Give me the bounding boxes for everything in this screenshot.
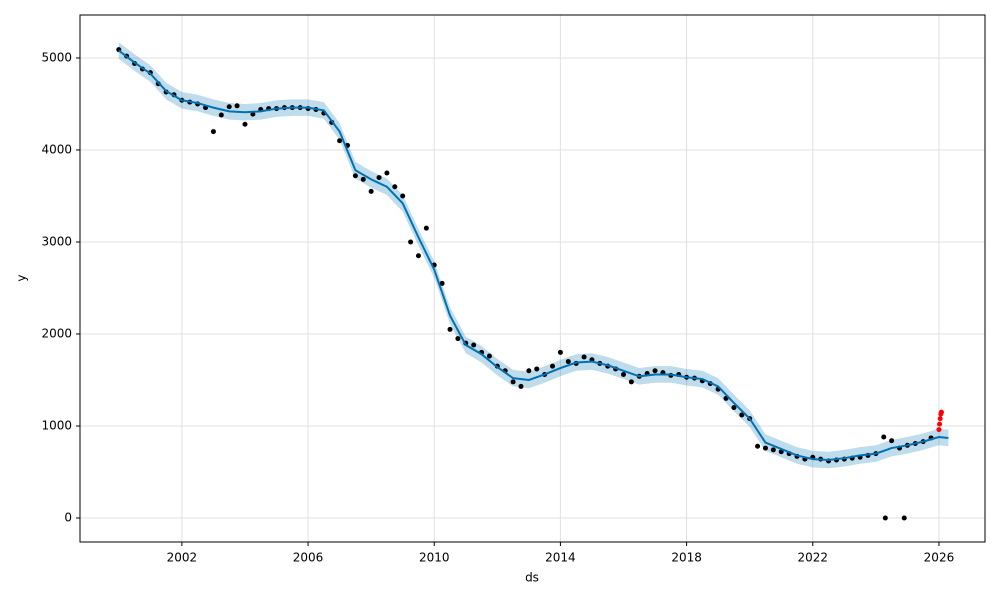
x-tick-label: 2010	[419, 551, 450, 565]
recent-point	[938, 409, 944, 415]
observed-point	[510, 379, 516, 385]
observed-point	[526, 368, 532, 374]
x-tick-label: 2002	[167, 551, 198, 565]
observed-point	[415, 253, 421, 259]
observed-point	[471, 342, 477, 348]
y-tick-label: 4000	[41, 142, 72, 156]
observed-point	[376, 175, 382, 181]
x-tick-label: 2026	[924, 551, 955, 565]
recent-point	[937, 421, 943, 427]
observed-point	[360, 176, 366, 182]
observed-point	[739, 412, 745, 418]
observed-point	[652, 368, 658, 374]
observed-point	[392, 184, 398, 190]
y-tick-label: 5000	[41, 50, 72, 64]
observed-point	[755, 443, 761, 449]
observed-point	[762, 445, 768, 451]
observed-point	[534, 366, 540, 372]
observed-point	[218, 112, 224, 118]
x-tick-label: 2018	[671, 551, 702, 565]
observed-point	[901, 515, 907, 521]
observed-point	[882, 515, 888, 521]
y-tick-label: 3000	[41, 234, 72, 248]
observed-point	[242, 121, 248, 127]
y-tick-label: 1000	[41, 418, 72, 432]
observed-point	[565, 359, 571, 365]
observed-point	[400, 193, 406, 199]
observed-point	[226, 104, 232, 110]
forecast-line	[118, 49, 949, 462]
uncertainty-band	[118, 42, 949, 469]
observed-point	[550, 363, 556, 369]
observed-point	[889, 438, 895, 444]
y-axis-label: y	[15, 274, 29, 281]
observed-point	[621, 371, 627, 377]
observed-point	[210, 129, 216, 135]
observed-point	[337, 138, 343, 144]
x-tick-label: 2022	[797, 551, 828, 565]
observed-point	[384, 170, 390, 176]
observed-point	[881, 434, 887, 440]
observed-point	[352, 173, 358, 179]
observed-point	[518, 383, 524, 389]
y-tick-label: 2000	[41, 326, 72, 340]
y-tick-label: 0	[64, 510, 72, 524]
observed-point	[408, 239, 414, 245]
observed-point	[628, 379, 634, 385]
plot-frame	[79, 14, 986, 543]
observed-point	[423, 225, 429, 231]
x-axis-label: ds	[525, 571, 539, 585]
observed-point	[731, 405, 737, 411]
observed-point	[447, 326, 453, 332]
observed-point	[557, 349, 563, 355]
observed-point	[581, 354, 587, 360]
x-tick-label: 2006	[293, 551, 324, 565]
observed-point	[770, 447, 776, 453]
observed-point	[368, 188, 374, 194]
x-tick-label: 2014	[545, 551, 576, 565]
observed-point	[486, 353, 492, 359]
recent-point	[936, 427, 942, 433]
observed-point	[455, 336, 461, 342]
recent-point	[937, 416, 943, 422]
observed-point	[439, 280, 445, 286]
observed-point	[234, 103, 240, 109]
